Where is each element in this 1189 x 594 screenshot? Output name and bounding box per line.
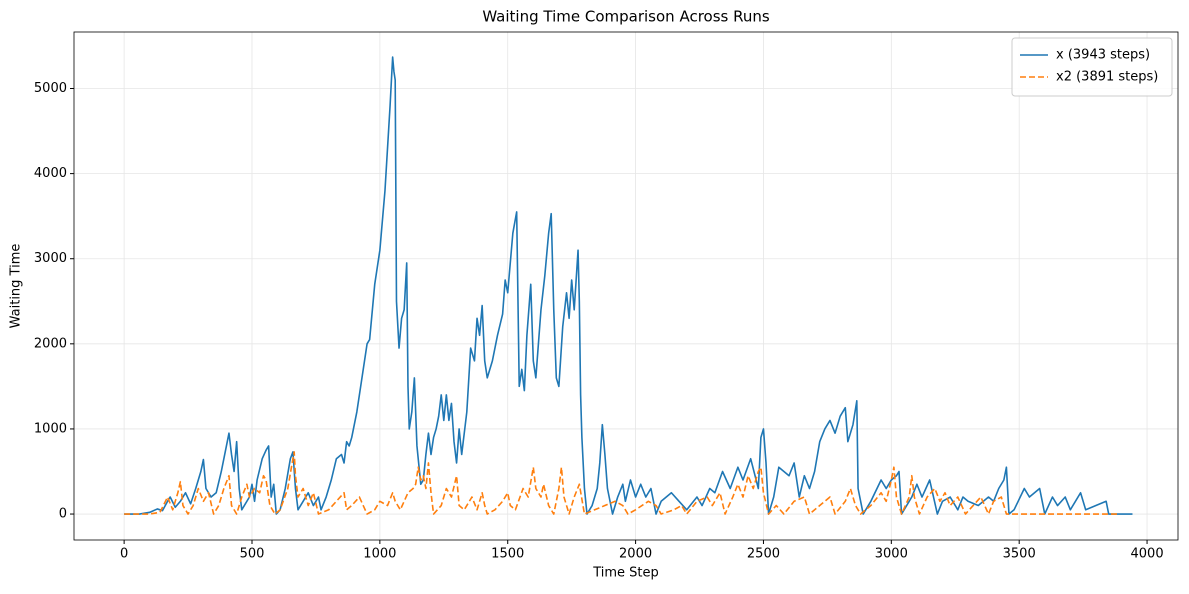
x-tick-label: 1000	[363, 547, 396, 562]
x-tick-label: 0	[120, 547, 128, 562]
series-line	[124, 451, 1120, 515]
y-tick-label: 3000	[34, 251, 67, 266]
x-tick-label: 4000	[1131, 547, 1164, 562]
y-axis-label: Waiting Time	[9, 244, 24, 329]
x-tick-label: 2000	[619, 547, 652, 562]
x-axis-label: Time Step	[592, 566, 659, 581]
plot-frame	[73, 31, 1179, 541]
series-line	[124, 56, 1133, 515]
x-tick-label: 3000	[875, 547, 908, 562]
y-tick-label: 4000	[34, 166, 67, 181]
x-tick-label: 1500	[491, 547, 524, 562]
y-tick-label: 5000	[34, 81, 67, 96]
x-tick-label: 500	[240, 547, 265, 562]
legend-box	[1011, 37, 1173, 97]
chart-title: Waiting Time Comparison Across Runs	[482, 8, 770, 26]
y-tick-label: 2000	[34, 336, 67, 351]
legend-label: x (3943 steps)	[1056, 48, 1150, 63]
x-tick-label: 3500	[1003, 547, 1036, 562]
y-tick-label: 1000	[34, 421, 67, 436]
legend-label: x2 (3891 steps)	[1056, 70, 1158, 85]
x-tick-label: 2500	[747, 547, 780, 562]
y-tick-label: 0	[59, 507, 67, 522]
